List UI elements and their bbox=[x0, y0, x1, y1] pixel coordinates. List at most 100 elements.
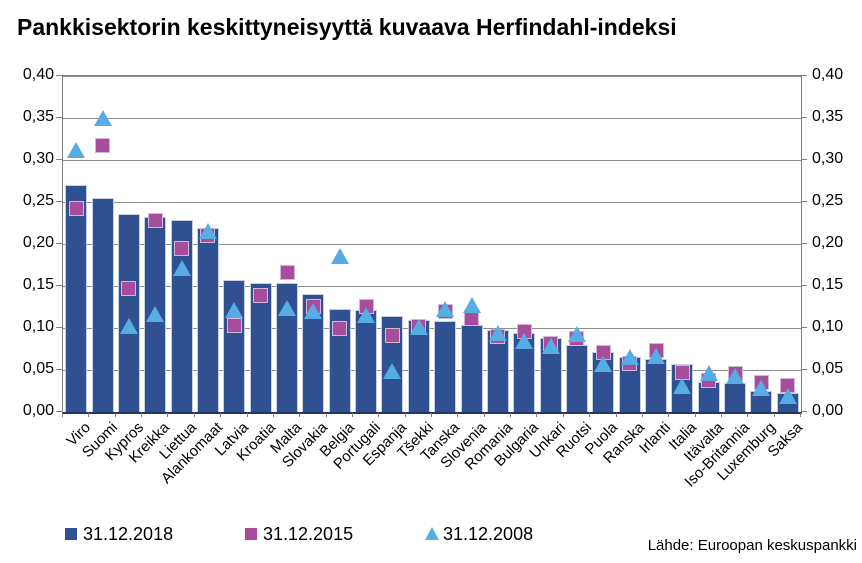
x-axis-tick bbox=[747, 413, 749, 417]
legend: 31.12.2018 31.12.2015 31.12.2008 bbox=[0, 522, 862, 552]
x-axis-tick bbox=[562, 413, 564, 417]
source-caption: Lähde: Euroopan keskuspankki bbox=[647, 537, 857, 554]
square-marker-Kroatia bbox=[253, 287, 269, 303]
bar-Slovenia bbox=[460, 325, 483, 412]
x-axis-tick bbox=[720, 413, 722, 417]
y-axis-label-right: 0,00 bbox=[812, 402, 844, 419]
gridline bbox=[63, 118, 801, 119]
x-axis-tick bbox=[272, 413, 274, 417]
y-axis-tick bbox=[56, 243, 62, 244]
y-axis-label-right: 0,10 bbox=[812, 318, 844, 335]
y-axis-label-left: 0,00 bbox=[22, 402, 54, 419]
triangle-marker-Romania bbox=[488, 325, 507, 342]
triangle-marker-Luxemburg bbox=[752, 380, 771, 397]
y-axis-label-left: 0,40 bbox=[22, 66, 54, 83]
triangle-marker-Tšekki bbox=[409, 319, 428, 336]
y-axis-label-left: 0,35 bbox=[22, 108, 54, 125]
triangle-marker-Itävalta bbox=[699, 365, 718, 382]
bar-Kypros bbox=[117, 213, 140, 412]
triangle-marker-Irlanti bbox=[647, 347, 666, 364]
x-axis-tick bbox=[220, 413, 222, 417]
x-axis-tick bbox=[457, 413, 459, 417]
x-axis-tick bbox=[641, 413, 643, 417]
square-marker-Malta bbox=[279, 265, 295, 281]
x-axis-tick bbox=[351, 413, 353, 417]
bar-Slovakia bbox=[302, 294, 325, 412]
x-axis-tick bbox=[325, 413, 327, 417]
y-axis-label-left: 0,20 bbox=[22, 234, 54, 251]
y-axis-tick bbox=[801, 285, 807, 286]
legend-triangle-icon bbox=[425, 527, 439, 540]
gridline bbox=[63, 244, 801, 245]
triangle-marker-Iso-Britannia bbox=[726, 367, 745, 384]
y-axis-label-left: 0,10 bbox=[22, 318, 54, 335]
x-axis-tick bbox=[141, 413, 143, 417]
triangle-marker-Espanja bbox=[383, 362, 402, 379]
y-axis-label-right: 0,15 bbox=[812, 276, 844, 293]
x-axis-tick bbox=[404, 413, 406, 417]
x-axis-tick bbox=[167, 413, 169, 417]
y-axis-label-left: 0,25 bbox=[22, 192, 54, 209]
square-marker-Kreikka bbox=[147, 212, 163, 228]
y-axis-tick bbox=[56, 159, 62, 160]
gridline bbox=[63, 328, 801, 329]
y-axis-tick bbox=[801, 117, 807, 118]
x-axis-tick bbox=[88, 413, 90, 417]
triangle-marker-Slovakia bbox=[304, 303, 323, 320]
square-marker-Latvia bbox=[226, 317, 242, 333]
x-axis-tick bbox=[536, 413, 538, 417]
legend-label: 31.12.2015 bbox=[263, 524, 354, 544]
triangle-marker-Saksa bbox=[778, 388, 797, 405]
y-axis-tick bbox=[56, 201, 62, 202]
bar-Alankomaat bbox=[196, 228, 219, 412]
x-axis-tick bbox=[773, 413, 775, 417]
x-axis-tick bbox=[193, 413, 195, 417]
y-axis-label-left: 0,05 bbox=[22, 360, 54, 377]
y-axis-tick bbox=[56, 327, 62, 328]
legend-square-icon bbox=[65, 528, 77, 540]
gridline bbox=[63, 202, 801, 203]
triangle-marker-Puola bbox=[594, 356, 613, 373]
bar-Portugali bbox=[355, 310, 378, 412]
triangle-marker-Bulgaria bbox=[515, 332, 534, 349]
square-marker-Slovenia bbox=[464, 311, 480, 327]
x-axis-tick bbox=[694, 413, 696, 417]
square-marker-Liettua bbox=[174, 240, 190, 256]
bar-Ruotsi bbox=[565, 344, 588, 412]
x-axis-tick bbox=[800, 413, 801, 417]
triangle-marker-Italia bbox=[673, 377, 692, 394]
y-axis-tick bbox=[801, 201, 807, 202]
bar-Tanska bbox=[434, 321, 457, 412]
triangle-marker-Unkari bbox=[541, 337, 560, 354]
y-axis-tick bbox=[801, 327, 807, 328]
legend-label: 31.12.2018 bbox=[83, 524, 174, 544]
y-axis-tick bbox=[801, 411, 807, 412]
y-axis-label-right: 0,40 bbox=[812, 66, 844, 83]
bar-Iso-Britannia bbox=[724, 383, 747, 412]
y-axis-label-right: 0,05 bbox=[812, 360, 844, 377]
triangle-marker-Ranska bbox=[620, 348, 639, 365]
square-marker-Espanja bbox=[384, 328, 400, 344]
x-axis-tick bbox=[299, 413, 301, 417]
y-axis-tick bbox=[56, 285, 62, 286]
square-marker-Kypros bbox=[121, 281, 137, 297]
triangle-marker-Suomi bbox=[93, 110, 112, 126]
x-axis-tick bbox=[483, 413, 485, 417]
legend-label: 31.12.2008 bbox=[443, 524, 534, 544]
y-axis-tick bbox=[801, 369, 807, 370]
x-axis-tick bbox=[510, 413, 512, 417]
chart-title: Pankkisektorin keskittyneisyyttä kuvaava… bbox=[17, 14, 677, 40]
y-axis-label-right: 0,25 bbox=[812, 192, 844, 209]
y-axis-tick bbox=[56, 117, 62, 118]
gridline bbox=[63, 286, 801, 287]
x-axis-tick bbox=[589, 413, 591, 417]
x-axis-tick bbox=[615, 413, 617, 417]
y-axis-tick bbox=[56, 369, 62, 370]
x-axis-tick bbox=[114, 413, 116, 417]
triangle-marker-Malta bbox=[278, 299, 297, 316]
bar-Irlanti bbox=[645, 359, 668, 412]
triangle-marker-Latvia bbox=[225, 302, 244, 319]
y-axis-tick bbox=[56, 411, 62, 412]
square-marker-Viro bbox=[68, 201, 84, 217]
triangle-marker-Portugali bbox=[357, 307, 376, 324]
